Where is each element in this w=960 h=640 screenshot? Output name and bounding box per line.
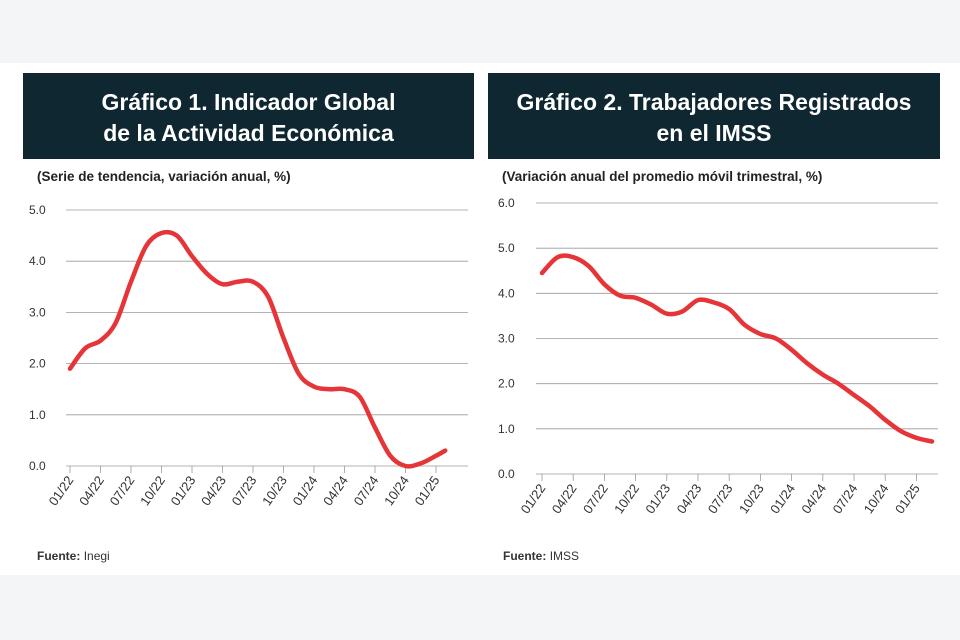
x-tick-label: 01/25 xyxy=(412,473,443,508)
top-margin xyxy=(0,0,960,63)
source-label: Fuente: xyxy=(37,549,81,563)
x-tick-label: 01/22 xyxy=(46,473,77,508)
chart-title: Gráfico 2. Trabajadores Registrados en e… xyxy=(488,73,940,159)
x-tick-label: 04/23 xyxy=(674,481,705,516)
line-chart-imss: 0.01.02.03.04.05.06.001/22 04/22 07/22 10/2… xyxy=(498,196,938,516)
source-name: Inegi xyxy=(83,549,110,563)
x-tick-label: 04/22 xyxy=(549,481,580,516)
chart-panel-imss: Gráfico 2. Trabajadores Registrados en e… xyxy=(488,73,940,184)
x-tick-label: 07/23 xyxy=(229,473,260,508)
y-tick-label: 2.0 xyxy=(498,377,515,391)
x-tick-label: 04/24 xyxy=(798,481,829,516)
source-name: IMSS xyxy=(549,549,580,563)
y-tick-label: 5.0 xyxy=(29,203,46,217)
y-tick-label: 3.0 xyxy=(29,305,46,319)
x-tick-label: 10/22 xyxy=(611,481,642,516)
series-line xyxy=(539,253,935,444)
x-tick-label: 10/24 xyxy=(381,473,412,508)
y-tick-label: 4.0 xyxy=(498,286,515,300)
chart-title-line2: de la Actividad Económica xyxy=(103,120,394,146)
chart-source: Fuente: Inegi xyxy=(37,549,110,563)
x-tick-label: 07/24 xyxy=(830,481,861,516)
x-tick-label: 04/22 xyxy=(76,473,107,508)
chart-source: Fuente: IMSS xyxy=(503,549,579,563)
y-tick-label: 0.0 xyxy=(498,467,515,481)
chart-title-line1: Gráfico 1. Indicador Global xyxy=(101,89,396,115)
y-tick-label: 0.0 xyxy=(29,459,46,473)
x-tick-label: 07/24 xyxy=(351,473,382,508)
x-tick-label: 04/23 xyxy=(198,473,229,508)
line-chart-igae: 0.01.02.03.04.05.001/22 04/22 07/22 10/22 01… xyxy=(29,203,468,508)
x-tick-label: 01/23 xyxy=(642,481,673,516)
x-tick-label: 01/24 xyxy=(767,481,798,516)
x-tick-label: 10/23 xyxy=(736,481,767,516)
y-tick-label: 3.0 xyxy=(498,332,515,346)
x-tick-label: 10/24 xyxy=(861,481,892,516)
x-tick-label: 01/25 xyxy=(892,481,923,516)
y-tick-label: 6.0 xyxy=(498,196,515,210)
x-tick-label: 04/24 xyxy=(320,473,351,508)
y-tick-label: 2.0 xyxy=(29,357,46,371)
x-tick-label: 10/22 xyxy=(137,473,168,508)
chart-title: Gráfico 1. Indicador Global de la Activi… xyxy=(23,73,474,159)
x-tick-label: 07/22 xyxy=(580,481,611,516)
chart-panel-igae: Gráfico 1. Indicador Global de la Activi… xyxy=(23,73,474,184)
x-tick-label: 01/22 xyxy=(518,481,549,516)
series-line xyxy=(67,229,448,469)
source-label: Fuente: xyxy=(503,549,547,563)
x-tick-label: 01/23 xyxy=(168,473,199,508)
y-tick-label: 1.0 xyxy=(498,422,515,436)
chart-title-line1: Gráfico 2. Trabajadores Registrados xyxy=(516,89,912,115)
bottom-margin xyxy=(0,575,960,640)
chart-subtitle: (Serie de tendencia, variación anual, %) xyxy=(37,169,291,184)
y-tick-label: 1.0 xyxy=(29,408,46,422)
y-tick-label: 4.0 xyxy=(29,254,46,268)
chart-subtitle: (Variación anual del promedio móvil trim… xyxy=(502,169,823,184)
chart-title-line2: en el IMSS xyxy=(656,120,772,146)
x-tick-label: 07/22 xyxy=(107,473,138,508)
x-tick-label: 07/23 xyxy=(705,481,736,516)
x-tick-label: 10/23 xyxy=(259,473,290,508)
x-tick-label: 01/24 xyxy=(290,473,321,508)
y-tick-label: 5.0 xyxy=(498,241,515,255)
